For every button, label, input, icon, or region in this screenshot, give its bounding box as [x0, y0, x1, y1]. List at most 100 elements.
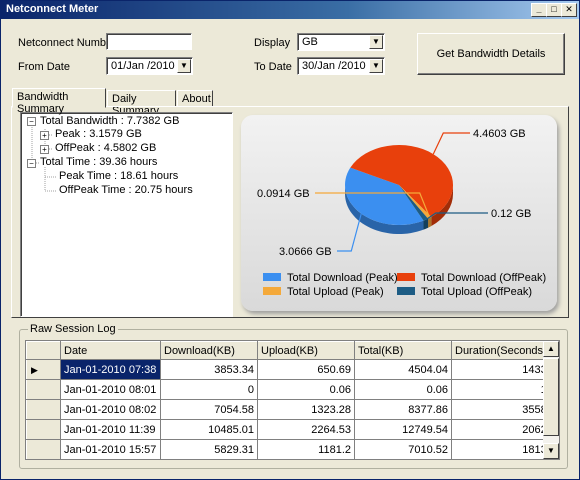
session-log-grid[interactable]: Date Download(KB) Upload(KB) Total(KB) Durat… — [25, 340, 560, 460]
value-cell[interactable]: 1813 — [451, 439, 551, 459]
pie-slice-side — [428, 217, 432, 228]
table-header-row: Date Download(KB) Upload(KB) Total(KB) Durat… — [26, 341, 551, 360]
column-header[interactable]: Date — [60, 341, 161, 360]
row-selector[interactable] — [26, 399, 61, 420]
date-cell[interactable]: Jan-01-2010 15:57 — [60, 439, 161, 459]
value-cell[interactable]: 8377.86 — [354, 399, 452, 420]
pie-leader-line — [315, 192, 431, 219]
from-date-value: 01/Jan /2010 — [111, 60, 175, 72]
value-cell[interactable]: 1323.28 — [257, 399, 355, 420]
date-cell[interactable]: Jan-01-2010 07:38 — [60, 359, 161, 380]
get-bandwidth-details-button[interactable]: Get Bandwidth Details — [417, 33, 565, 75]
netconnect-number-input[interactable] — [106, 33, 192, 50]
pie-leader-line — [337, 213, 362, 252]
minimize-button[interactable]: _ — [531, 3, 547, 17]
collapse-icon[interactable]: − — [27, 159, 36, 168]
value-cell[interactable]: 3853.34 — [160, 359, 258, 380]
value-cell[interactable]: 3439.47 — [355, 460, 452, 461]
value-cell[interactable]: 2888.35 — [161, 460, 258, 461]
scroll-thumb[interactable] — [543, 358, 559, 436]
date-cell[interactable]: Jan-01-2010 08:02 — [60, 399, 161, 420]
display-select[interactable]: GB ▼ — [297, 33, 385, 51]
table-row[interactable]: ▶ Jan-01-2010 07:38 3853.34 650.69 4504.04 14… — [26, 359, 551, 380]
value-cell[interactable]: 650.69 — [257, 359, 355, 380]
pie-slice-side — [345, 185, 424, 234]
table-row[interactable]: Jan-01-2010 11:39 10485.01 2264.53 12749.54… — [26, 419, 551, 440]
row-selector[interactable] — [26, 419, 61, 440]
value-cell[interactable]: 0 — [160, 379, 258, 400]
value-cell[interactable]: 0.06 — [354, 379, 452, 400]
column-header[interactable]: Download(KB) — [160, 341, 258, 360]
tree-node-total-bandwidth[interactable]: Total Bandwidth : 7.7382 GB — [40, 115, 180, 127]
expand-icon[interactable]: + — [40, 131, 49, 140]
pie-slice-side — [423, 218, 429, 230]
chevron-down-icon[interactable]: ▼ — [369, 59, 383, 73]
table-row[interactable]: Jan-01-2010 08:02 7054.58 1323.28 8377.86 35… — [26, 399, 551, 420]
value-cell[interactable]: 12749.54 — [354, 419, 452, 440]
row-selector[interactable] — [27, 460, 61, 461]
row-selector[interactable]: ▶ — [26, 359, 61, 380]
maximize-button[interactable]: □ — [546, 3, 562, 17]
column-header[interactable]: Duration(Seconds) — [451, 341, 551, 360]
value-cell[interactable]: 4504.04 — [354, 359, 452, 380]
row-selector[interactable] — [26, 439, 61, 459]
tab-panel — [11, 106, 569, 318]
value-cell[interactable]: 7010.52 — [354, 439, 452, 459]
vertical-scrollbar[interactable]: ▲ ▼ — [543, 341, 559, 459]
chevron-down-icon[interactable]: ▼ — [177, 59, 191, 73]
expand-icon[interactable]: + — [40, 145, 49, 154]
pie-leader-line — [432, 132, 470, 155]
date-cell[interactable]: Jan-01-2010 11:39 — [60, 419, 161, 440]
title-bar[interactable]: Netconnect Meter _ □ ✕ — [1, 1, 579, 19]
legend-swatch — [263, 287, 281, 295]
pie-value-label: 3.0666 GB — [279, 246, 332, 258]
tree-node-peak[interactable]: Peak : 3.1579 GB — [55, 128, 142, 140]
tab-bandwidth-summary[interactable]: Bandwidth Summary — [12, 88, 106, 115]
value-cell[interactable]: 3558 — [451, 399, 551, 420]
row-selector[interactable] — [26, 379, 61, 400]
value-cell[interactable]: 7054.58 — [160, 399, 258, 420]
column-header[interactable]: Upload(KB) — [257, 341, 355, 360]
netconnect-number-label: Netconnect Number — [18, 37, 116, 49]
pie-slice[interactable] — [399, 185, 429, 221]
pie-value-label: 4.4603 GB — [473, 128, 526, 140]
column-header[interactable]: Total(KB) — [354, 341, 452, 360]
date-cell[interactable]: Jan-01-2010 16:28 — [61, 460, 161, 461]
bandwidth-tree[interactable]: − Total Bandwidth : 7.7382 GB + Peak : 3… — [20, 112, 233, 317]
tree-node-offpeak[interactable]: OffPeak : 4.5802 GB — [55, 142, 157, 154]
raw-session-log-group: Raw Session Log — [19, 323, 568, 469]
tree-node-peak-time[interactable]: Peak Time : 18.61 hours — [59, 170, 179, 182]
value-cell[interactable]: 10485.01 — [160, 419, 258, 440]
tree-node-offpeak-time[interactable]: OffPeak Time : 20.75 hours — [59, 184, 193, 196]
from-date-picker[interactable]: 01/Jan /2010 ▼ — [106, 57, 193, 75]
value-cell[interactable]: 2062 — [451, 419, 551, 440]
tab-daily-summary[interactable]: Daily Summary — [107, 90, 176, 117]
pie-slice[interactable] — [345, 167, 424, 225]
to-date-picker[interactable]: 30/Jan /2010 ▼ — [297, 57, 385, 75]
pie-slice[interactable] — [350, 145, 453, 218]
value-cell[interactable]: 551.12 — [258, 460, 355, 461]
scroll-down-icon[interactable]: ▼ — [543, 443, 559, 459]
close-button[interactable]: ✕ — [561, 3, 577, 17]
collapse-icon[interactable]: − — [27, 117, 36, 126]
table-row[interactable]: Jan-01-2010 15:57 5829.31 1181.2 7010.52 181… — [26, 439, 551, 459]
value-cell[interactable]: 0.06 — [257, 379, 355, 400]
value-cell[interactable]: 1 — [451, 379, 551, 400]
value-cell[interactable]: 2264.53 — [257, 419, 355, 440]
value-cell[interactable]: 1433 — [451, 359, 551, 380]
value-cell[interactable]: 5829.31 — [160, 439, 258, 459]
tab-about[interactable]: About — [177, 90, 213, 107]
chevron-down-icon[interactable]: ▼ — [369, 35, 383, 49]
date-cell[interactable]: Jan-01-2010 08:01 — [60, 379, 161, 400]
tree-node-total-time[interactable]: Total Time : 39.36 hours — [40, 156, 158, 168]
value-cell[interactable]: 520 — [452, 460, 551, 461]
pie-slice-side — [431, 185, 453, 227]
legend-label: Total Upload (Peak) — [287, 286, 384, 298]
row-header-corner — [26, 341, 61, 360]
scroll-up-icon[interactable]: ▲ — [543, 341, 559, 357]
value-cell[interactable]: 1181.2 — [257, 439, 355, 459]
chart-panel: 3.0666 GB 4.4603 GB 0.0914 GB 0.12 GB Total … — [241, 115, 557, 311]
table-row[interactable]: Jan-01-2010 16:282888.35551.123439.47520 — [27, 460, 551, 461]
display-label: Display — [254, 37, 291, 49]
